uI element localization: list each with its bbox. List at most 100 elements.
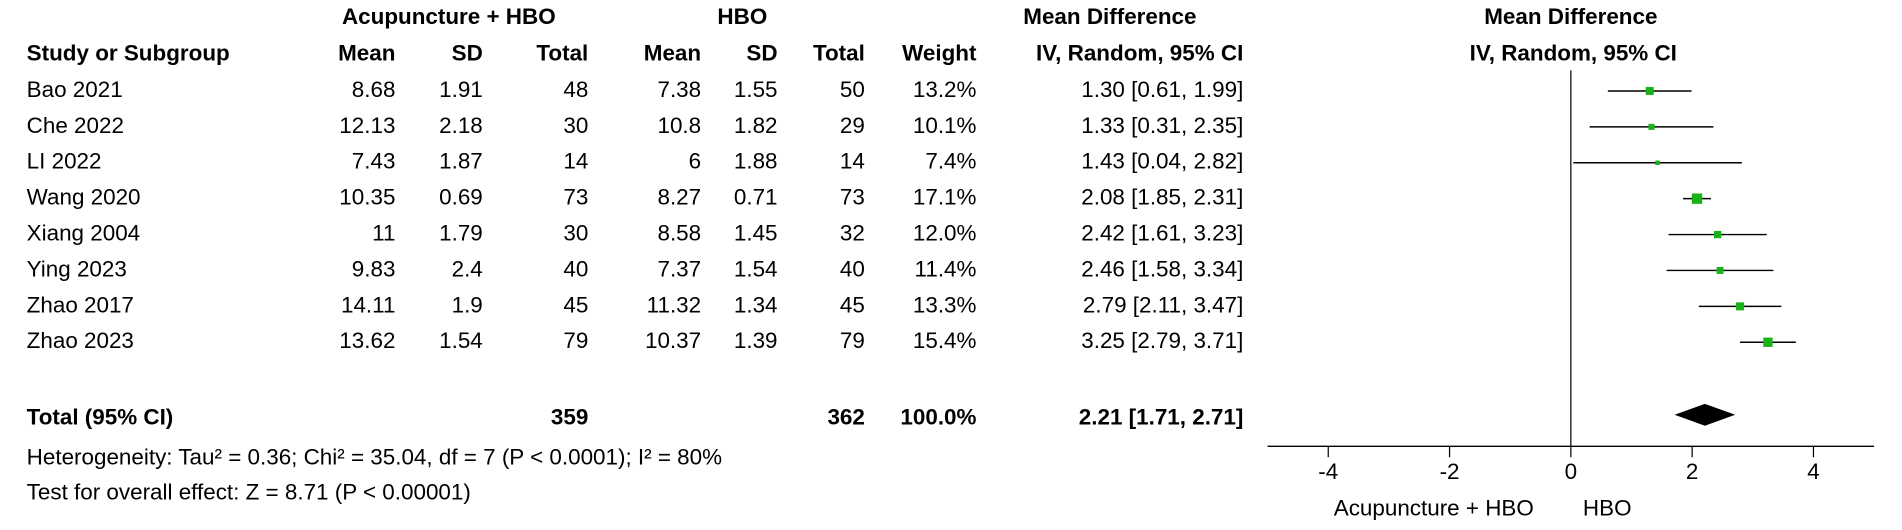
table-cell: 14.11 — [341, 292, 395, 317]
point-estimate — [1716, 267, 1724, 274]
table-cell: 2.46 [1.58, 3.34] — [1081, 256, 1243, 281]
table-cell: 7.43 — [352, 149, 396, 174]
table-cell: Bao 2021 — [27, 77, 123, 102]
point-estimate — [1691, 193, 1703, 204]
x-tick-label: -2 — [1440, 459, 1460, 484]
x-tick-label: 0 — [1565, 459, 1577, 484]
table-cell: Zhao 2023 — [27, 328, 134, 353]
table-cell: Ying 2023 — [27, 256, 127, 281]
table-cell: 3.25 [2.79, 3.71] — [1081, 328, 1243, 353]
table-cell: 2.4 — [452, 256, 483, 281]
column-header: Study or Subgroup — [27, 40, 230, 65]
total-cell: 100.0% — [900, 404, 976, 429]
table-cell: 79 — [840, 328, 865, 353]
table-cell: 10.8 — [657, 113, 701, 138]
table-cell: 8.58 — [657, 220, 701, 245]
table-cell: 17.1% — [913, 185, 977, 210]
table-cell: 32 — [840, 220, 865, 245]
total-cell: 2.21 [1.71, 2.71] — [1079, 404, 1244, 429]
point-estimate — [1648, 123, 1655, 130]
table-cell: 30 — [563, 113, 588, 138]
x-tick-label: 2 — [1686, 459, 1698, 484]
table-cell: 1.45 — [734, 220, 778, 245]
table-cell: 1.33 [0.31, 2.35] — [1081, 113, 1243, 138]
table-cell: 7.4% — [925, 149, 976, 174]
table-cell: 2.18 — [439, 113, 483, 138]
x-label-left: Acupuncture + HBO — [1334, 495, 1534, 520]
table-cell: 9.83 — [352, 256, 396, 281]
table-cell: 1.39 — [734, 328, 778, 353]
column-header: SD — [746, 40, 777, 65]
table-cell: 13.3% — [913, 292, 977, 317]
table-cell: 10.1% — [913, 113, 977, 138]
table-cell: 13.2% — [913, 77, 977, 102]
summary-diamond — [1674, 403, 1736, 426]
table-cell: 8.27 — [657, 185, 701, 210]
x-label-right: HBO — [1583, 495, 1632, 520]
group-header: HBO — [717, 4, 767, 29]
table-cell: 6 — [689, 149, 701, 174]
table-cell: 7.38 — [657, 77, 701, 102]
table-cell: 30 — [563, 220, 588, 245]
plot-title: Mean Difference — [1484, 4, 1657, 29]
table-cell: 45 — [563, 292, 588, 317]
table-cell: 15.4% — [913, 328, 977, 353]
total-cell: Total (95% CI) — [27, 404, 174, 429]
column-header: Total — [813, 40, 865, 65]
table-cell: 11.4% — [915, 256, 977, 281]
table-cell: 1.54 — [439, 328, 483, 353]
x-tick-label: 4 — [1807, 459, 1819, 484]
point-estimate — [1645, 86, 1654, 95]
table-cell: 1.88 — [734, 149, 778, 174]
table-cell: 1.54 — [734, 256, 778, 281]
table-cell: 14 — [840, 149, 865, 174]
table-cell: 10.37 — [645, 328, 701, 353]
group-header: Mean Difference — [1023, 4, 1196, 29]
total-cell: 359 — [551, 404, 588, 429]
table-cell: 2.08 [1.85, 2.31] — [1081, 185, 1243, 210]
table-cell: LI 2022 — [27, 149, 102, 174]
column-header: SD — [452, 40, 483, 65]
table-cell: 12.13 — [339, 113, 395, 138]
point-estimate — [1736, 302, 1745, 311]
table-cell: 8.68 — [352, 77, 396, 102]
table-cell: 50 — [840, 77, 865, 102]
table-cell: 14 — [563, 149, 588, 174]
table-cell: 73 — [563, 185, 588, 210]
table-cell: 7.37 — [657, 256, 701, 281]
table-cell: 73 — [840, 185, 865, 210]
column-header: Mean — [338, 40, 395, 65]
table-cell: 2.42 [1.61, 3.23] — [1081, 220, 1243, 245]
table-cell: 11.32 — [647, 292, 701, 317]
point-estimate — [1713, 230, 1722, 239]
table-cell: 11 — [372, 220, 395, 245]
table-cell: 1.30 [0.61, 1.99] — [1081, 77, 1243, 102]
table-cell: Wang 2020 — [27, 185, 141, 210]
table-cell: 48 — [563, 77, 588, 102]
table-cell: 1.91 — [439, 77, 483, 102]
table-cell: 0.71 — [734, 185, 778, 210]
plot-subtitle: IV, Random, 95% CI — [1470, 40, 1677, 65]
table-cell: Zhao 2017 — [27, 292, 134, 317]
table-cell: Che 2022 — [27, 113, 124, 138]
column-header: Weight — [902, 40, 977, 65]
table-cell: 40 — [840, 256, 865, 281]
point-estimate — [1763, 337, 1773, 347]
column-header: Total — [536, 40, 588, 65]
table-cell: 1.9 — [452, 292, 483, 317]
table-cell: 45 — [840, 292, 865, 317]
table-cell: 12.0% — [913, 220, 977, 245]
table-cell: 1.87 — [439, 149, 483, 174]
table-cell: 1.82 — [734, 113, 778, 138]
table-cell: 2.79 [2.11, 3.47] — [1083, 292, 1243, 317]
table-cell: 40 — [563, 256, 588, 281]
overall-effect: Test for overall effect: Z = 8.71 (P < 0… — [27, 480, 471, 505]
table-cell: 1.43 [0.04, 2.82] — [1081, 149, 1243, 174]
table-cell: Xiang 2004 — [27, 220, 140, 245]
table-cell: 29 — [840, 113, 865, 138]
total-cell: 362 — [827, 404, 864, 429]
table-cell: 13.62 — [339, 328, 395, 353]
table-cell: 1.79 — [439, 220, 483, 245]
